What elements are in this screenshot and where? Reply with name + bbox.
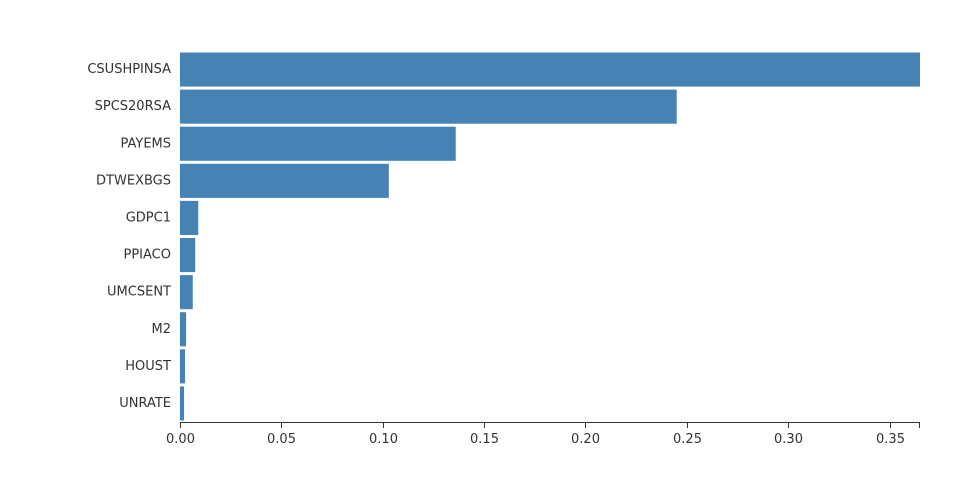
bar-m2 bbox=[180, 312, 187, 347]
category-label: M2 bbox=[152, 322, 172, 337]
x-tick-label: 0.10 bbox=[369, 432, 398, 447]
bar-csushpinsa bbox=[180, 52, 920, 87]
category-label: HOUST bbox=[125, 359, 171, 374]
category-label: DTWEXBGS bbox=[96, 173, 171, 188]
bar-umcsent bbox=[180, 275, 193, 310]
category-label: UMCSENT bbox=[107, 285, 171, 300]
x-tick-label: 0.35 bbox=[876, 432, 905, 447]
bar-payems bbox=[180, 126, 456, 161]
x-axis: 0.00 0.05 0.10 0.15 0.20 0.25 0.30 0.35 bbox=[166, 422, 920, 447]
category-label: GDPC1 bbox=[126, 210, 171, 225]
x-tick-label: 0.05 bbox=[267, 432, 296, 447]
x-tick-label: 0.25 bbox=[673, 432, 702, 447]
bar-dtwexbgs bbox=[180, 163, 389, 198]
bars-group bbox=[180, 52, 920, 421]
x-tick-label: 0.00 bbox=[166, 432, 195, 447]
bar-unrate bbox=[180, 386, 185, 421]
category-label: CSUSHPINSA bbox=[87, 62, 171, 77]
bar-gdpc1 bbox=[180, 200, 199, 235]
category-label: PPIACO bbox=[124, 248, 172, 263]
category-labels: CSUSHPINSA SPCS20RSA PAYEMS DTWEXBGS GDPC1 PP… bbox=[87, 62, 171, 411]
bar-houst bbox=[180, 349, 186, 384]
category-label: UNRATE bbox=[119, 396, 171, 411]
x-tick-label: 0.15 bbox=[470, 432, 499, 447]
bar-spcs20rsa bbox=[180, 89, 677, 124]
x-tick-label: 0.20 bbox=[571, 432, 600, 447]
category-label: PAYEMS bbox=[120, 136, 171, 151]
category-label: SPCS20RSA bbox=[95, 99, 171, 114]
x-tick-label: 0.30 bbox=[774, 432, 803, 447]
bar-ppiaco bbox=[180, 238, 196, 273]
